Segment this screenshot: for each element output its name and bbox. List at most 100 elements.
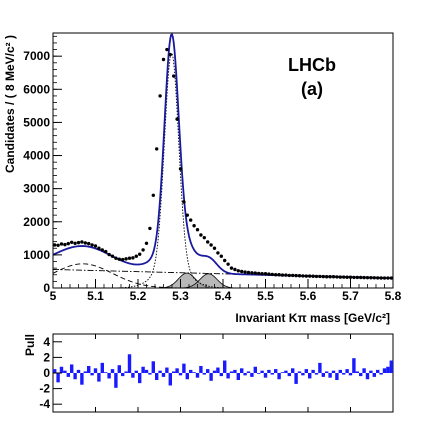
data-point (70, 240, 74, 244)
data-point (151, 193, 155, 197)
pull-bar (138, 373, 142, 384)
pull-bar (260, 370, 264, 373)
data-point (382, 276, 387, 280)
data-point (331, 275, 336, 279)
pull-bar (277, 373, 281, 380)
pull-bar (192, 372, 196, 374)
data-point (73, 241, 77, 245)
data-point (161, 57, 166, 62)
data-point (182, 200, 186, 204)
pull-bar (304, 369, 308, 373)
pull-y-tick-label: -4 (39, 397, 50, 411)
pull-bar (124, 371, 128, 373)
pull-bar (297, 371, 302, 373)
x-tick-label: 5.4 (215, 289, 232, 303)
data-point (345, 275, 349, 279)
pull-bar (199, 365, 203, 373)
y-tick-label: 4000 (23, 149, 50, 163)
pull-bar (223, 360, 227, 373)
data-point (223, 258, 227, 263)
pull-y-tick-label: 4 (43, 335, 50, 349)
data-point (124, 257, 128, 261)
pull-bar (325, 371, 329, 373)
y-tick-label: 6000 (23, 82, 50, 96)
pull-bar (134, 370, 138, 373)
data-point (117, 257, 122, 261)
pull-bar (168, 373, 172, 386)
data-point (148, 226, 152, 231)
data-point (372, 276, 376, 280)
data-point (386, 276, 390, 280)
pull-bar (189, 369, 193, 373)
pull-bar (379, 373, 383, 375)
data-point (311, 274, 315, 278)
pull-bar (301, 373, 305, 376)
data-point (93, 244, 98, 248)
data-point (236, 269, 240, 273)
pull-bar (280, 372, 285, 374)
pull-bar (59, 366, 64, 373)
y-tick-label: 5000 (23, 115, 50, 129)
x-tick-label: 5 (50, 289, 57, 303)
data-point (219, 254, 223, 258)
pull-bar (114, 373, 118, 388)
pull-bar (291, 368, 295, 373)
pull-bar (144, 369, 149, 373)
data-point (362, 275, 366, 280)
data-point (107, 252, 111, 257)
pull-bar (100, 362, 104, 373)
data-point (318, 274, 322, 279)
pull-bar (236, 373, 240, 381)
pull-bar (369, 370, 373, 373)
pull-bar (338, 369, 342, 373)
data-point (280, 273, 285, 277)
data-point (144, 241, 149, 245)
pull-bar (287, 373, 291, 377)
data-point (168, 52, 172, 57)
data-point (365, 275, 370, 280)
pull-bar (365, 373, 370, 380)
data-point (138, 252, 142, 256)
pull-bar (206, 369, 210, 373)
pull-bar (352, 358, 356, 373)
x-tick-label: 5.7 (342, 289, 359, 303)
data-point (206, 240, 210, 244)
data-point (63, 242, 67, 247)
data-point (253, 271, 257, 275)
data-point (277, 273, 281, 277)
data-point (308, 274, 312, 278)
pull-bar (66, 373, 70, 377)
data-point (314, 274, 319, 279)
pull-bar (389, 360, 393, 373)
x-axis-title: Invariant Kπ mass [GeV/c²] (235, 311, 390, 325)
pull-bar (110, 369, 115, 373)
pull-bar (342, 373, 346, 375)
data-point (263, 272, 268, 276)
data-point (175, 117, 179, 121)
y-tick-label: 7000 (23, 49, 50, 63)
y-axis-title: Candidates / ( 8 MeV/c² ) (3, 35, 17, 173)
pull-bar (76, 369, 81, 373)
pull-bar (246, 371, 251, 373)
data-point (165, 47, 169, 52)
data-point (369, 276, 373, 280)
data-point (355, 275, 359, 280)
pull-bar (243, 373, 247, 376)
x-tick-label: 5.1 (87, 289, 104, 303)
pull-bar (308, 373, 312, 379)
data-point (90, 243, 94, 247)
data-point (134, 254, 138, 258)
total-fit-curve (52, 32, 394, 280)
data-point (229, 266, 234, 270)
data-point (100, 248, 105, 252)
data-point (267, 272, 271, 276)
data-point (199, 233, 203, 237)
y-tick-label: 0 (43, 281, 50, 295)
data-point (257, 271, 261, 276)
pull-bar (70, 364, 74, 373)
data-point (158, 94, 162, 98)
y-tick-label: 1000 (23, 248, 50, 262)
pull-bar (148, 373, 152, 375)
data-point (348, 275, 353, 279)
